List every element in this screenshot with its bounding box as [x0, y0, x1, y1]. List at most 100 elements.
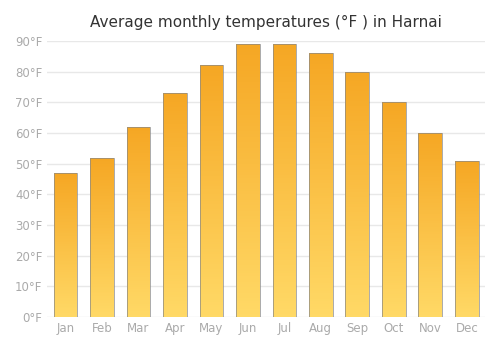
Bar: [163, 145, 187, 147]
Bar: [272, 287, 296, 290]
Bar: [126, 308, 150, 309]
Bar: [54, 271, 78, 272]
Bar: [126, 199, 150, 201]
Bar: [200, 214, 224, 216]
Bar: [126, 182, 150, 184]
Bar: [200, 204, 224, 206]
Bar: [126, 251, 150, 252]
Bar: [346, 275, 369, 278]
Bar: [54, 288, 78, 290]
Bar: [200, 93, 224, 96]
Bar: [272, 137, 296, 140]
Bar: [272, 224, 296, 227]
Bar: [54, 210, 78, 212]
Bar: [54, 180, 78, 182]
Bar: [272, 170, 296, 172]
Bar: [272, 290, 296, 293]
Bar: [346, 295, 369, 298]
Bar: [309, 64, 332, 66]
Bar: [309, 196, 332, 198]
Bar: [236, 314, 260, 317]
Bar: [126, 254, 150, 256]
Bar: [418, 273, 442, 275]
Bar: [163, 116, 187, 118]
Bar: [163, 293, 187, 295]
Bar: [418, 203, 442, 205]
Bar: [236, 150, 260, 153]
Bar: [272, 66, 296, 69]
Bar: [382, 124, 406, 126]
Bar: [200, 126, 224, 128]
Bar: [126, 134, 150, 136]
Bar: [163, 266, 187, 268]
Bar: [236, 265, 260, 268]
Bar: [90, 226, 114, 228]
Bar: [163, 250, 187, 252]
Bar: [163, 187, 187, 189]
Bar: [346, 288, 369, 290]
Bar: [163, 232, 187, 234]
Bar: [418, 161, 442, 162]
Bar: [455, 276, 478, 278]
Bar: [418, 251, 442, 253]
Bar: [346, 128, 369, 131]
Bar: [272, 150, 296, 153]
Bar: [126, 304, 150, 306]
Bar: [90, 210, 114, 212]
Bar: [163, 268, 187, 270]
Bar: [90, 174, 114, 175]
Bar: [346, 219, 369, 222]
Bar: [126, 273, 150, 275]
Bar: [418, 256, 442, 258]
Bar: [90, 161, 114, 162]
Bar: [236, 131, 260, 134]
Bar: [200, 206, 224, 209]
Bar: [200, 216, 224, 219]
Bar: [418, 166, 442, 168]
Bar: [54, 238, 78, 239]
Bar: [163, 127, 187, 129]
Bar: [272, 309, 296, 312]
Bar: [236, 303, 260, 306]
Bar: [272, 167, 296, 170]
Bar: [455, 253, 478, 254]
Bar: [200, 224, 224, 226]
Bar: [346, 104, 369, 106]
Bar: [90, 236, 114, 237]
Bar: [236, 142, 260, 145]
Bar: [272, 197, 296, 200]
Bar: [236, 123, 260, 126]
Bar: [346, 167, 369, 170]
Bar: [200, 262, 224, 264]
Bar: [346, 189, 369, 192]
Bar: [418, 209, 442, 210]
Bar: [346, 96, 369, 99]
Bar: [163, 221, 187, 223]
Bar: [54, 314, 78, 316]
Bar: [200, 252, 224, 254]
Bar: [90, 231, 114, 232]
Bar: [382, 294, 406, 296]
Bar: [200, 269, 224, 272]
Bar: [126, 209, 150, 211]
Bar: [272, 110, 296, 112]
Bar: [309, 257, 332, 259]
Bar: [272, 238, 296, 241]
Bar: [126, 140, 150, 142]
Bar: [272, 63, 296, 66]
Bar: [54, 261, 78, 262]
Bar: [455, 292, 478, 294]
Bar: [90, 271, 114, 272]
Bar: [163, 245, 187, 248]
Bar: [163, 308, 187, 310]
Bar: [418, 286, 442, 288]
Bar: [309, 156, 332, 159]
Bar: [455, 170, 478, 172]
Bar: [382, 173, 406, 175]
Bar: [200, 282, 224, 285]
Bar: [382, 162, 406, 164]
Bar: [236, 93, 260, 96]
Bar: [418, 149, 442, 152]
Bar: [309, 238, 332, 240]
Bar: [272, 175, 296, 178]
